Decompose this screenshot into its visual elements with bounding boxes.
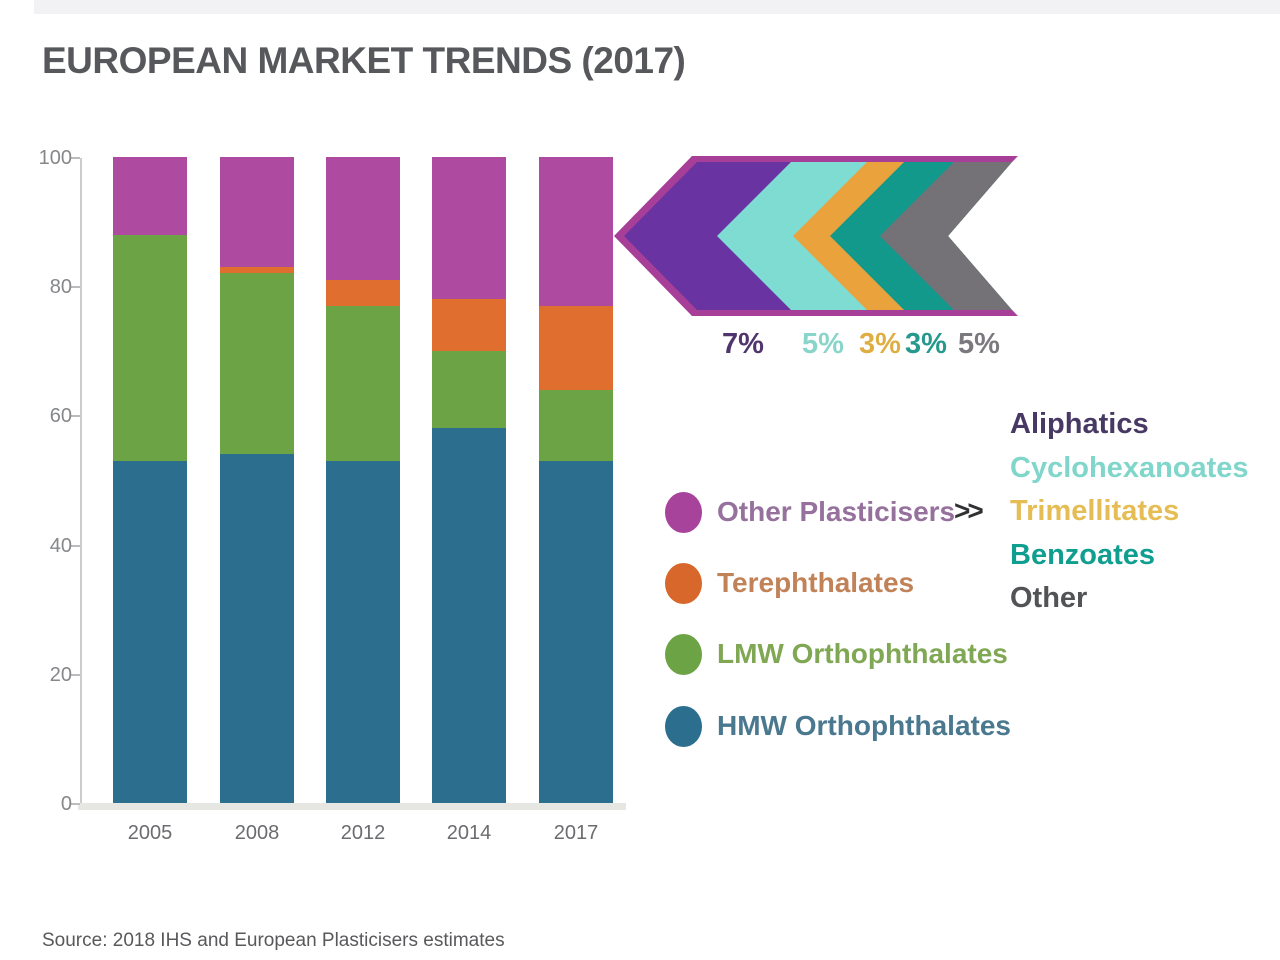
terephthalates-dot-icon [665, 562, 702, 604]
bar-segment [539, 389, 613, 461]
y-axis-tick [70, 415, 80, 418]
x-axis-label: 2012 [340, 822, 386, 844]
y-axis-tick-label: 100 [38, 147, 72, 169]
bar-segment [113, 234, 187, 461]
pct-label-other: 5% [958, 328, 1000, 360]
pct-label-trimellitates: 3% [859, 328, 901, 360]
bar-segment [113, 460, 187, 803]
legend-label: Other Plasticisers [717, 496, 956, 527]
bar-2005 [113, 157, 187, 803]
bar-segment [326, 279, 400, 306]
breakdown-item-trimellitates: Trimellitates [1010, 495, 1180, 527]
stacked-bar-chart: 2005 2008 2012 2014 2017 0 20 40 60 80 100 [39, 147, 626, 844]
y-axis-tick-label: 60 [49, 405, 72, 428]
x-axis-label: 2017 [553, 822, 599, 844]
legend-item-lmw-orthophthalates: LMW Orthophthalates [665, 632, 1008, 676]
bar-2012 [326, 157, 400, 803]
breakdown-list: Aliphatics Cyclohexanoates Trimellitates… [1010, 403, 1249, 621]
legend-label: Terephthalates [717, 567, 915, 598]
top-band-decoration [34, 0, 1280, 14]
lmw-orthophthalates-dot-icon [665, 633, 702, 675]
other-plasticisers-dot-icon [665, 491, 702, 533]
bar-segment [432, 350, 506, 429]
bar-segment [326, 305, 400, 461]
bar-2017 [539, 157, 613, 803]
legend-item-hmw-orthophthalates: HMW Orthophthalates [665, 704, 1011, 748]
y-axis-tick [70, 544, 80, 547]
y-axis-tick [70, 803, 80, 805]
bar-segment [220, 266, 294, 274]
chevron-right-icon: >> [954, 495, 984, 526]
legend-label: LMW Orthophthalates [717, 638, 1008, 669]
y-axis-tick-label: 0 [60, 793, 72, 815]
bar-segment [539, 157, 613, 306]
breakdown-item-cyclohexanoates: Cyclohexanoates [1010, 451, 1249, 484]
bar-segment [432, 299, 506, 351]
breakdown-item-aliphatics: Aliphatics [1010, 408, 1149, 440]
x-axis-label: 2008 [234, 822, 280, 844]
y-axis-tick [70, 157, 80, 159]
pct-label-benzoates: 3% [905, 328, 947, 360]
legend-item-other-plasticisers: Other Plasticisers [665, 490, 955, 534]
x-axis-label: 2014 [446, 822, 492, 844]
x-axis-line [78, 803, 626, 810]
pct-label-cyclohexanoates: 5% [802, 328, 844, 360]
y-axis-tick [70, 673, 80, 676]
bar-segment [326, 460, 400, 803]
bar-segment [539, 460, 613, 803]
bar-segment [113, 157, 187, 235]
y-axis-tick-label: 80 [49, 276, 72, 299]
bar-segment [432, 428, 506, 803]
x-axis-label: 2005 [127, 822, 173, 844]
bar-segment [220, 157, 294, 267]
y-axis-line [80, 158, 82, 808]
breakdown-item-other: Other [1010, 582, 1088, 614]
hmw-orthophthalates-dot-icon [665, 705, 702, 747]
bar-segment [220, 273, 294, 455]
source-note: Source: 2018 IHS and European Plasticise… [42, 930, 505, 951]
bar-2014 [432, 157, 506, 803]
bar-2008 [220, 157, 294, 803]
breakdown-arrow-graphic [614, 156, 1018, 316]
y-axis-tick-label: 20 [49, 663, 72, 686]
bar-segment [220, 454, 294, 803]
page-title: EUROPEAN MARKET TRENDS (2017) [42, 40, 686, 81]
y-axis-tick-label: 40 [49, 534, 72, 557]
bar-segment [432, 157, 506, 300]
arrow-chevron-other-icon [880, 162, 1012, 310]
legend-label: HMW Orthophthalates [717, 710, 1011, 741]
legend-item-terephthalates: Terephthalates [665, 561, 914, 605]
breakdown-item-benzoates: Benzoates [1010, 538, 1156, 571]
pct-label-aliphatics: 7% [722, 328, 764, 360]
bar-segment [326, 157, 400, 280]
y-axis-tick [70, 286, 80, 289]
bar-segment [539, 305, 613, 390]
